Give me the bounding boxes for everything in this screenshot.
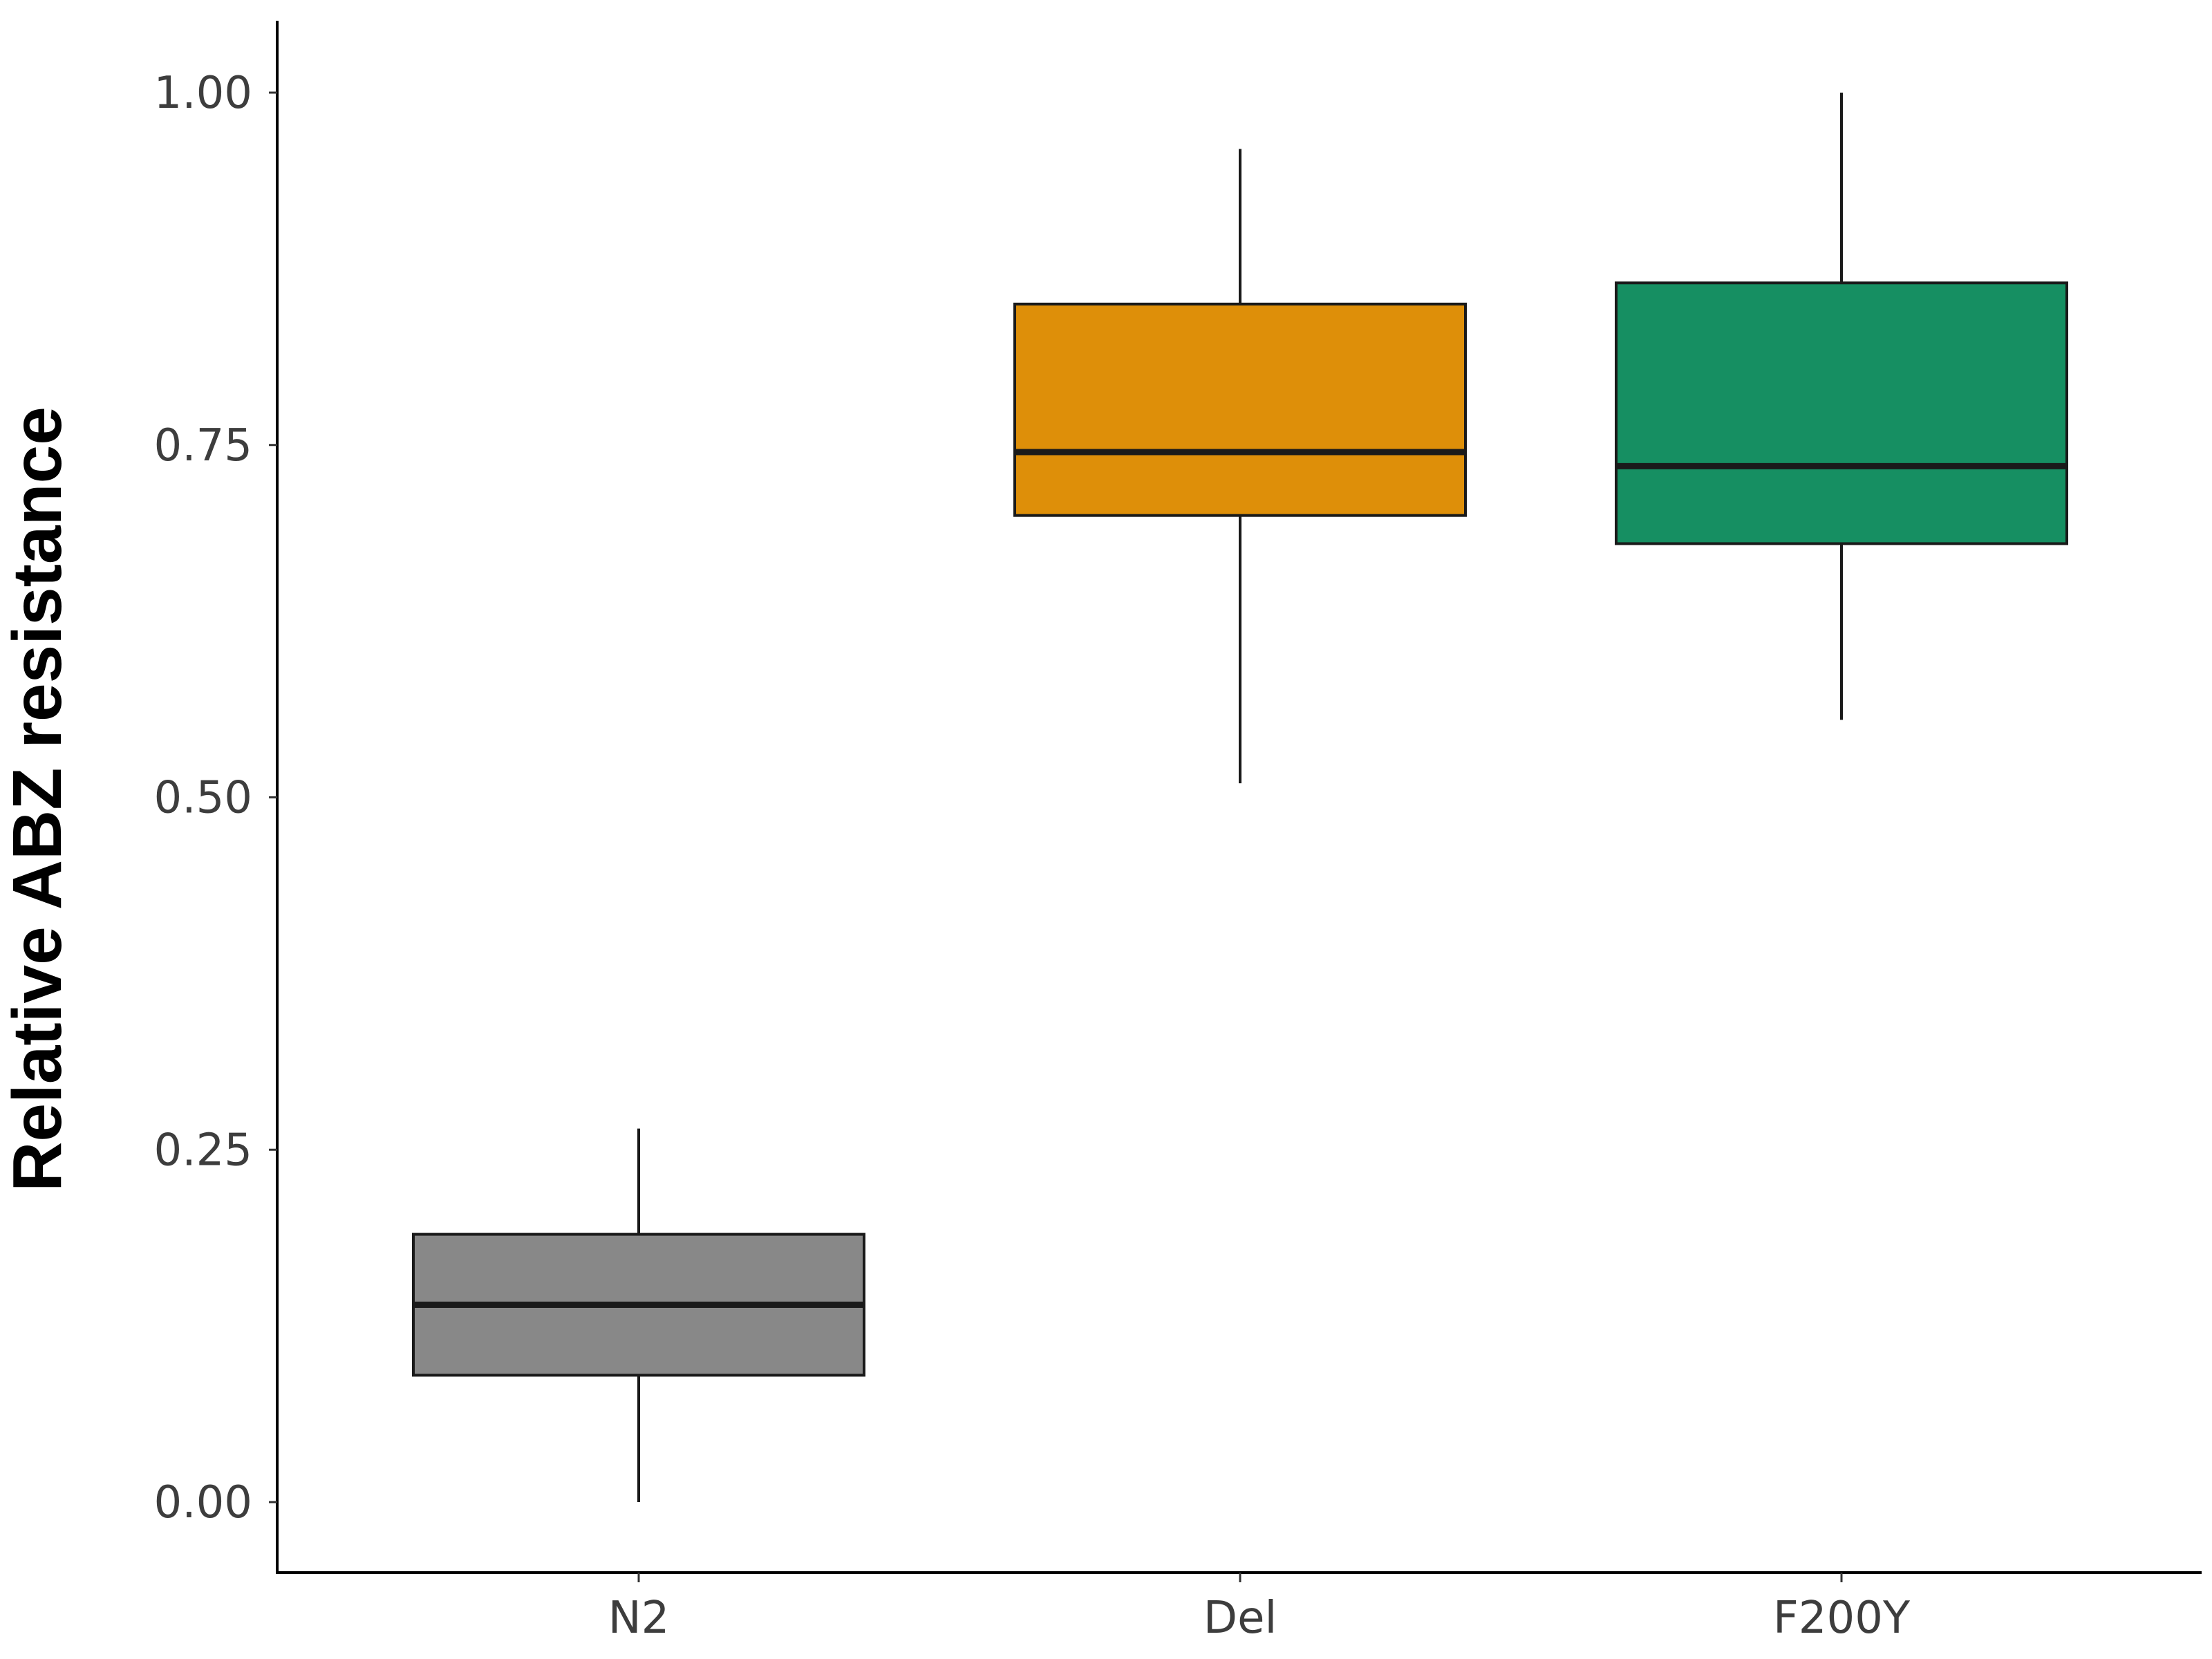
box-del bbox=[1013, 149, 1467, 784]
x-ticks: N2 Del F200Y bbox=[608, 1573, 1911, 1644]
y-tick-label: 0.50 bbox=[154, 773, 253, 824]
x-tick-label: F200Y bbox=[1773, 1593, 1911, 1644]
iqr-box bbox=[1615, 281, 2068, 545]
y-tick-label: 0.00 bbox=[154, 1477, 253, 1528]
y-axis-title: Relative ABZ resistance bbox=[0, 406, 76, 1192]
x-tick-label: N2 bbox=[608, 1593, 670, 1644]
box-n2 bbox=[412, 1128, 865, 1502]
y-ticks: 0.00 0.25 0.50 0.75 1.00 bbox=[154, 68, 277, 1528]
boxes bbox=[412, 93, 2068, 1502]
box-f200y bbox=[1615, 93, 2068, 720]
y-tick-label: 0.25 bbox=[154, 1125, 253, 1176]
x-tick-label: Del bbox=[1203, 1593, 1277, 1644]
iqr-box bbox=[1013, 302, 1467, 517]
y-tick-label: 1.00 bbox=[154, 68, 253, 119]
y-tick-label: 0.75 bbox=[154, 420, 253, 471]
